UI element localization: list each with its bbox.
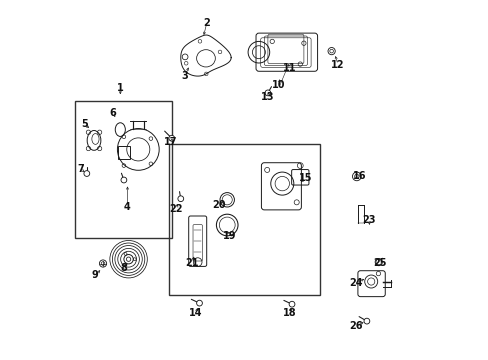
Text: 24: 24 bbox=[348, 278, 362, 288]
Text: 13: 13 bbox=[261, 92, 274, 102]
Bar bbox=[75, 101, 172, 238]
Text: 18: 18 bbox=[282, 308, 296, 318]
Text: 8: 8 bbox=[120, 263, 127, 273]
Bar bbox=[168, 144, 320, 295]
Text: 16: 16 bbox=[352, 171, 366, 181]
Text: 20: 20 bbox=[212, 200, 225, 210]
Text: 3: 3 bbox=[182, 71, 188, 81]
Text: 19: 19 bbox=[223, 231, 236, 241]
Text: 7: 7 bbox=[77, 164, 84, 174]
Circle shape bbox=[84, 171, 89, 176]
Text: 15: 15 bbox=[298, 173, 312, 183]
Circle shape bbox=[121, 177, 126, 183]
Text: 12: 12 bbox=[331, 60, 344, 70]
Text: 25: 25 bbox=[372, 258, 386, 268]
Text: 5: 5 bbox=[81, 119, 87, 129]
Text: 6: 6 bbox=[109, 108, 116, 118]
Text: 4: 4 bbox=[124, 202, 131, 212]
Circle shape bbox=[196, 300, 202, 306]
Circle shape bbox=[375, 259, 381, 265]
Text: 1: 1 bbox=[117, 83, 123, 93]
Circle shape bbox=[168, 135, 174, 141]
Text: 2: 2 bbox=[203, 18, 210, 28]
Text: 26: 26 bbox=[348, 321, 362, 331]
Circle shape bbox=[288, 301, 294, 307]
Circle shape bbox=[264, 90, 270, 96]
Text: 21: 21 bbox=[185, 258, 199, 268]
Text: 10: 10 bbox=[271, 80, 285, 90]
Circle shape bbox=[178, 196, 183, 202]
Circle shape bbox=[363, 318, 369, 324]
Text: 22: 22 bbox=[169, 204, 183, 214]
Text: 9: 9 bbox=[92, 270, 98, 280]
Text: 23: 23 bbox=[361, 215, 375, 225]
Text: 14: 14 bbox=[189, 308, 202, 318]
Text: 11: 11 bbox=[282, 63, 296, 73]
Text: 17: 17 bbox=[163, 137, 177, 147]
